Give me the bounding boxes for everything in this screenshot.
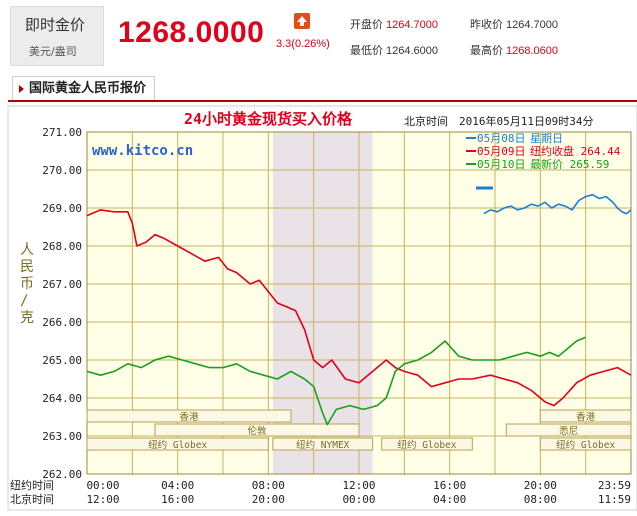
- y-tick-label: 271.00: [42, 126, 82, 139]
- plot-border: [86, 131, 632, 475]
- legend-text: 最新价 265.59: [530, 157, 609, 171]
- tab-gold-rmb[interactable]: 国际黄金人民币报价: [12, 76, 156, 100]
- y-tick-label: 270.00: [42, 164, 82, 177]
- series-line-2: [86, 336, 587, 426]
- session-label: 伦敦: [247, 425, 267, 437]
- x-tick-label: 08:00: [524, 493, 557, 506]
- session-box: [539, 409, 632, 423]
- session-label: 纽约 Globex: [148, 439, 207, 451]
- chart-timestamp: 北京时间 2016年05月11日09时34分: [404, 114, 593, 128]
- x-tick-label: 20:00: [252, 493, 285, 506]
- x-axis-row-label: 北京时间: [10, 492, 54, 506]
- instrument-box: 即时金价 美元/盎司: [10, 6, 104, 66]
- x-tick-label: 08:00: [252, 479, 285, 492]
- series-line-1: [86, 209, 632, 407]
- y-tick-label: 269.00: [42, 202, 82, 215]
- instrument-unit: 美元/盎司: [29, 45, 77, 58]
- stat-high-label: 最高价: [470, 44, 503, 57]
- gold-price-chart: 271.00 270.00 269.00 268.00 267.00 266.00 265.…: [0, 104, 637, 512]
- stat-open-value: 1264.7000: [386, 19, 438, 31]
- session-label: 悉尼: [559, 425, 578, 437]
- session-box: [272, 437, 374, 451]
- x-tick-label: 16:00: [161, 493, 194, 506]
- y-axis-label: 人民币/克: [20, 242, 34, 326]
- session-box: [505, 423, 632, 437]
- chart-svg: 271.00 270.00 269.00 268.00 267.00 266.00 265.…: [7, 105, 637, 511]
- x-tick-label: 16:00: [433, 479, 466, 492]
- nymex-shade: [272, 132, 373, 474]
- stat-open-label: 开盘价: [350, 18, 383, 31]
- session-label: 纽约 Globex: [397, 439, 456, 451]
- stat-prev-close-value: 1264.7000: [506, 19, 558, 31]
- legend-date: 05月10日: [477, 158, 526, 171]
- stat-low-value: 1264.6000: [386, 45, 438, 57]
- price-change: 3.3(0.26%): [276, 38, 330, 50]
- session-box: [381, 437, 473, 451]
- x-tick-label: 04:00: [433, 493, 466, 506]
- session-label: 纽约 NYMEX: [296, 439, 350, 451]
- legend-date: 05月08日: [477, 132, 526, 145]
- legend-text: 星期日: [530, 132, 563, 145]
- stat-prev-close-label: 昨收价: [470, 18, 503, 31]
- y-tick-label: 262.00: [42, 468, 82, 481]
- legend-text: 纽约收盘 264.44: [530, 144, 621, 158]
- session-box: [86, 437, 269, 451]
- chart-watermark: www.kitco.cn: [92, 143, 193, 159]
- stat-high: 最高价 1268.0600: [470, 42, 558, 58]
- x-tick-label: 11:59: [598, 493, 631, 506]
- x-tick-label: 04:00: [161, 479, 194, 492]
- x-tick-label: 20:00: [524, 479, 557, 492]
- y-tick-label: 264.00: [42, 392, 82, 405]
- x-tick-label: 12:00: [86, 493, 119, 506]
- y-tick-label: 265.00: [42, 354, 82, 367]
- session-label: 香港: [179, 411, 199, 423]
- legend-date: 05月09日: [477, 145, 526, 158]
- y-tick-label: 263.00: [42, 430, 82, 443]
- instrument-title: 即时金价: [25, 16, 86, 34]
- x-tick-label: 12:00: [342, 479, 375, 492]
- series-line-0: [483, 193, 632, 215]
- stat-prev-close: 昨收价 1264.7000: [470, 16, 558, 32]
- stat-high-value: 1268.0600: [506, 45, 558, 57]
- current-price: 1268.0000: [118, 16, 265, 49]
- session-box: [539, 437, 632, 451]
- session-box: [86, 409, 292, 423]
- stat-low-label: 最低价: [350, 44, 383, 57]
- session-box: [154, 423, 360, 437]
- tab-bar: 国际黄金人民币报价: [8, 76, 637, 102]
- quote-header: 即时金价 美元/盎司 1268.0000 3.3(0.26%) 开盘价 1264.…: [0, 0, 637, 70]
- x-tick-label: 23:59: [598, 479, 631, 492]
- x-tick-label: 00:00: [342, 493, 375, 506]
- y-tick-label: 266.00: [42, 316, 82, 329]
- y-tick-label: 267.00: [42, 278, 82, 291]
- x-axis-row-label: 纽约时间: [10, 478, 54, 492]
- stat-open: 开盘价 1264.7000: [350, 16, 438, 32]
- session-label: 纽约 Globex: [556, 439, 615, 451]
- stat-low: 最低价 1264.6000: [350, 42, 438, 58]
- up-arrow-icon: [294, 13, 310, 29]
- x-tick-label: 00:00: [86, 479, 119, 492]
- y-tick-label: 268.00: [42, 240, 82, 253]
- chart-title: 24小时黄金现货买入价格: [184, 110, 353, 128]
- session-label: 香港: [576, 411, 596, 423]
